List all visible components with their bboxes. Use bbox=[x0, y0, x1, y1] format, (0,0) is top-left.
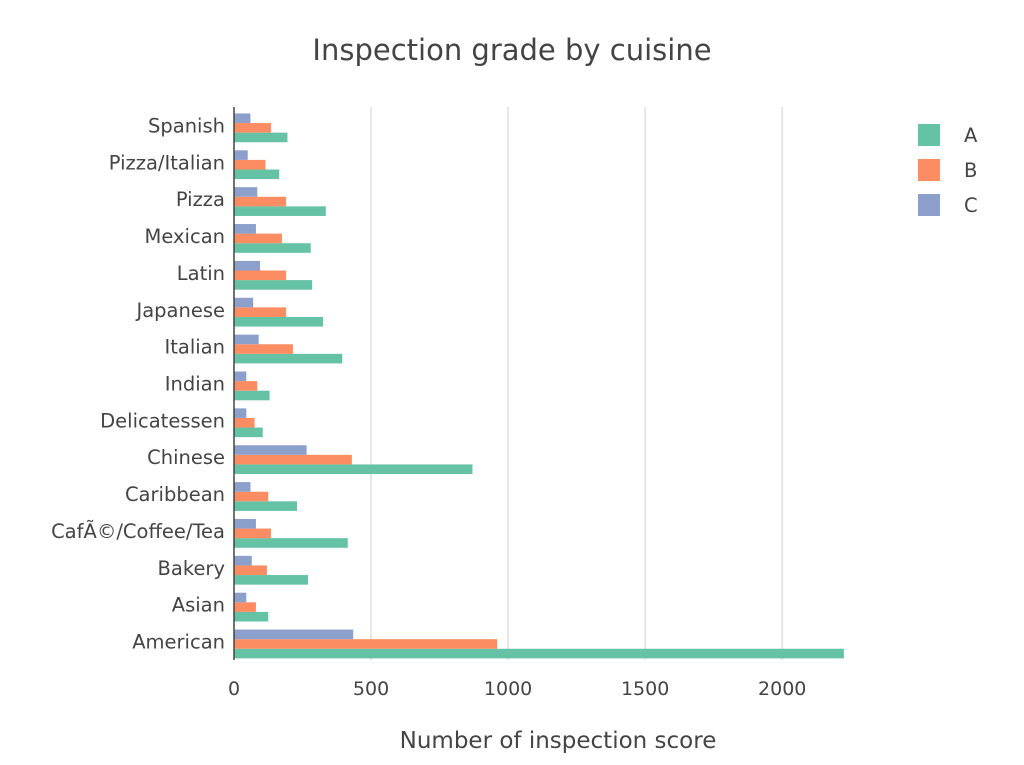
bars bbox=[234, 113, 844, 659]
bar-C bbox=[234, 150, 248, 160]
bar-B bbox=[234, 344, 293, 354]
bar-A bbox=[234, 575, 309, 585]
bar-C bbox=[234, 224, 256, 234]
bar-C bbox=[234, 518, 256, 529]
category-label: Chinese bbox=[147, 446, 225, 469]
legend-swatch bbox=[918, 194, 940, 216]
bar-C bbox=[234, 408, 247, 418]
bar-C bbox=[234, 445, 307, 455]
bar-B bbox=[234, 270, 287, 281]
bar-A bbox=[234, 206, 326, 216]
category-label: Spanish bbox=[148, 114, 225, 137]
bar-C bbox=[234, 187, 258, 197]
bar-A bbox=[234, 390, 270, 401]
category-label: Delicatessen bbox=[100, 409, 225, 432]
category-label: Pizza/Italian bbox=[109, 151, 225, 174]
bar-A bbox=[234, 464, 473, 475]
bar-A bbox=[234, 169, 280, 180]
bar-B bbox=[234, 196, 287, 207]
legend-item-A[interactable]: A bbox=[918, 124, 978, 147]
legend-label: B bbox=[964, 159, 977, 182]
bar-B bbox=[234, 602, 256, 612]
category-label: Pizza bbox=[176, 188, 225, 211]
bar-B bbox=[234, 417, 255, 428]
bar-B bbox=[234, 233, 282, 244]
bar-B bbox=[234, 123, 272, 133]
bar-B bbox=[234, 454, 352, 465]
category-label: Japanese bbox=[134, 299, 225, 322]
bar-C bbox=[234, 371, 247, 382]
x-tick-label: 2000 bbox=[758, 678, 806, 700]
legend-swatch bbox=[918, 124, 940, 146]
bar-C bbox=[234, 629, 354, 640]
bar-A bbox=[234, 132, 288, 143]
bar-A bbox=[234, 353, 343, 364]
bar-C bbox=[234, 260, 261, 271]
category-labels: American Asian Bakery CafÃ©/Coffee/Tea Carib… bbox=[51, 114, 225, 653]
legend-item-B[interactable]: B bbox=[918, 159, 977, 182]
bar-B bbox=[234, 639, 498, 649]
category-label: Caribbean bbox=[125, 483, 225, 506]
bar-C bbox=[234, 555, 252, 566]
bar-B bbox=[234, 381, 258, 391]
category-label: Asian bbox=[172, 594, 225, 617]
bar-A bbox=[234, 427, 263, 438]
chart-title: Inspection grade by cuisine bbox=[312, 33, 711, 67]
category-label: Italian bbox=[165, 336, 226, 359]
x-tick-label: 500 bbox=[353, 678, 389, 700]
bar-C bbox=[234, 482, 251, 492]
bar-A bbox=[234, 280, 313, 290]
bar-C bbox=[234, 592, 247, 603]
x-tick-label: 0 bbox=[228, 678, 240, 700]
legend-swatch bbox=[918, 159, 940, 181]
bar-C bbox=[234, 113, 251, 124]
x-axis-title: Number of inspection score bbox=[400, 728, 717, 754]
bar-A bbox=[234, 611, 269, 622]
category-label: American bbox=[132, 631, 225, 654]
x-tick-labels: 0 500 1000 1500 2000 bbox=[228, 678, 806, 700]
bar-B bbox=[234, 159, 266, 170]
bar-B bbox=[234, 491, 269, 502]
bar-A bbox=[234, 538, 348, 548]
legend-label: C bbox=[964, 194, 978, 217]
bar-A bbox=[234, 648, 844, 659]
category-label: Indian bbox=[165, 373, 225, 396]
category-label: CafÃ©/Coffee/Tea bbox=[51, 520, 225, 543]
legend: ABC bbox=[918, 124, 978, 217]
grid-lines bbox=[370, 107, 784, 660]
category-label: Bakery bbox=[158, 557, 225, 580]
x-tick-label: 1500 bbox=[621, 678, 669, 700]
bar-A bbox=[234, 501, 298, 511]
bar-B bbox=[234, 307, 287, 317]
bar-C bbox=[234, 334, 259, 345]
category-label: Latin bbox=[177, 262, 225, 285]
bar-C bbox=[234, 297, 254, 308]
bar-A bbox=[234, 243, 311, 253]
legend-label: A bbox=[964, 124, 978, 147]
legend-item-C[interactable]: C bbox=[918, 194, 978, 217]
bar-A bbox=[234, 316, 324, 327]
bar-B bbox=[234, 565, 267, 576]
bar-B bbox=[234, 528, 272, 539]
x-tick-label: 1000 bbox=[484, 678, 532, 700]
category-label: Mexican bbox=[145, 225, 225, 248]
